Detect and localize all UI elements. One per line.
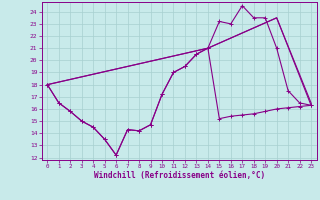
- X-axis label: Windchill (Refroidissement éolien,°C): Windchill (Refroidissement éolien,°C): [94, 171, 265, 180]
